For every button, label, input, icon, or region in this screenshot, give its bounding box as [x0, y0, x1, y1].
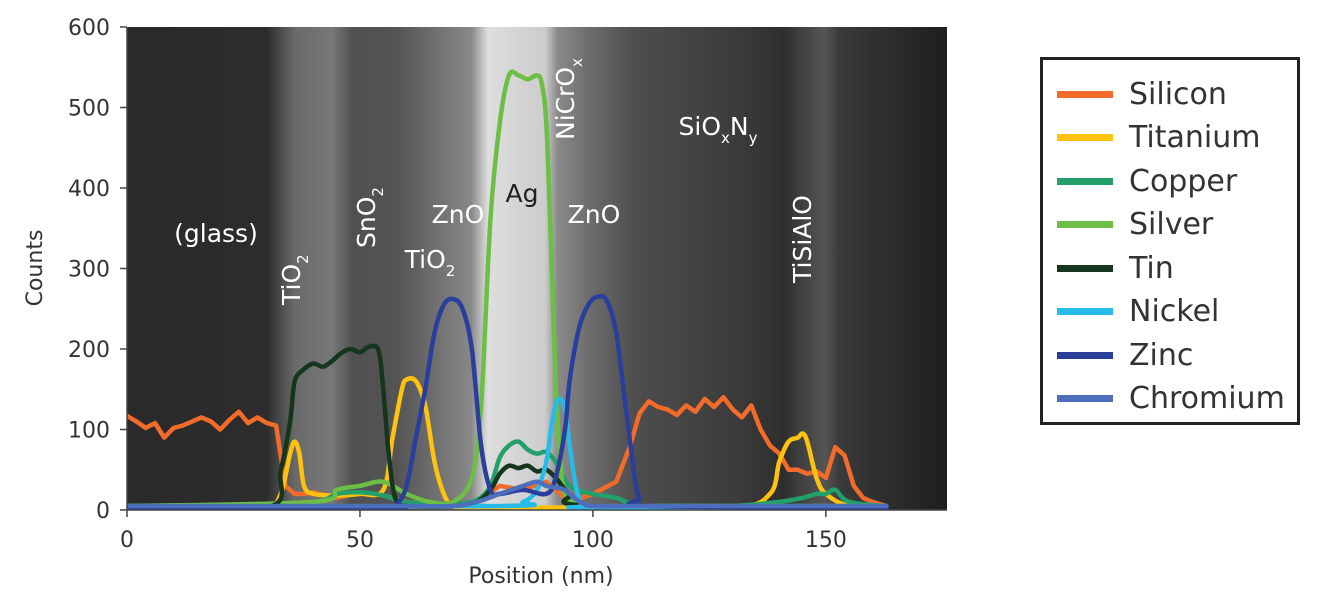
legend-swatch [1057, 395, 1113, 402]
legend-label: Silicon [1129, 76, 1227, 112]
legend-swatch [1057, 221, 1113, 228]
y-tick-label: 0 [96, 499, 110, 524]
x-tick-label: 100 [572, 528, 614, 553]
legend-item-titanium: Titanium [1057, 118, 1260, 158]
y-tick-label: 600 [68, 16, 110, 41]
layer-label: NiCrOx [551, 58, 586, 140]
legend-item-chromium: Chromium [1057, 379, 1285, 419]
series-line-chromium [127, 479, 889, 509]
layer-label: SiOxNy [679, 112, 758, 147]
series-line-zinc [127, 293, 889, 510]
layer-labels: (glass) TiO2 SnO2 TiO2 ZnO Ag NiCrOx ZnO SiOxNy T… [174, 58, 817, 306]
y-tick-label: 500 [68, 97, 110, 122]
layer-label: TiSiAlO [788, 195, 817, 284]
legend-swatch [1057, 90, 1113, 98]
layer-label: Ag [506, 179, 539, 208]
y-tick-label: 100 [68, 419, 110, 444]
legend-item-zinc: Zinc [1057, 335, 1193, 375]
x-ticks: 0 50 100 150 [120, 510, 847, 553]
x-tick-label: 150 [805, 528, 847, 553]
legend: Silicon Titanium Copper Silver Tin Nickel Zinc… [1040, 57, 1300, 425]
series-line-nickel [127, 396, 889, 510]
x-tick-label: 0 [120, 528, 134, 553]
layer-label: TiO2 [277, 254, 312, 306]
y-tick-label: 300 [68, 258, 110, 283]
legend-item-silver: Silver [1057, 205, 1213, 245]
legend-label: Chromium [1129, 381, 1285, 416]
layer-label: ZnO [568, 200, 621, 229]
legend-label: Copper [1129, 163, 1238, 199]
legend-label: Tin [1129, 250, 1174, 286]
legend-swatch [1057, 177, 1113, 185]
y-tick-label: 400 [68, 177, 110, 202]
y-tick-label: 200 [68, 338, 110, 363]
layer-label: (glass) [174, 219, 258, 248]
legend-swatch [1057, 351, 1113, 359]
legend-swatch [1057, 264, 1113, 272]
series-layer [127, 69, 889, 510]
layer-label: ZnO [432, 200, 485, 229]
series-line-silver [127, 69, 889, 509]
plot-background-image [127, 27, 947, 510]
layer-label: TiO2 [404, 245, 456, 280]
legend-label: Nickel [1129, 294, 1220, 329]
legend-label: Silver [1129, 207, 1214, 242]
layer-label: SnO2 [352, 187, 387, 248]
y-ticks: 0 100 200 300 400 500 600 [68, 16, 127, 524]
legend-label: Titanium [1129, 120, 1261, 155]
series-line-silicon [127, 395, 889, 509]
legend-item-silicon: Silicon [1057, 74, 1227, 114]
series-line-copper [127, 439, 889, 509]
y-axis-label: Counts [23, 230, 48, 307]
x-axis-label: Position (nm) [468, 564, 613, 589]
legend-item-tin: Tin [1057, 248, 1174, 288]
legend-swatch [1057, 134, 1113, 141]
legend-item-copper: Copper [1057, 161, 1237, 201]
x-tick-label: 50 [346, 528, 374, 553]
legend-item-nickel: Nickel [1057, 292, 1219, 332]
legend-swatch [1057, 308, 1113, 315]
legend-label: Zinc [1129, 337, 1194, 373]
series-line-titanium [127, 376, 889, 510]
